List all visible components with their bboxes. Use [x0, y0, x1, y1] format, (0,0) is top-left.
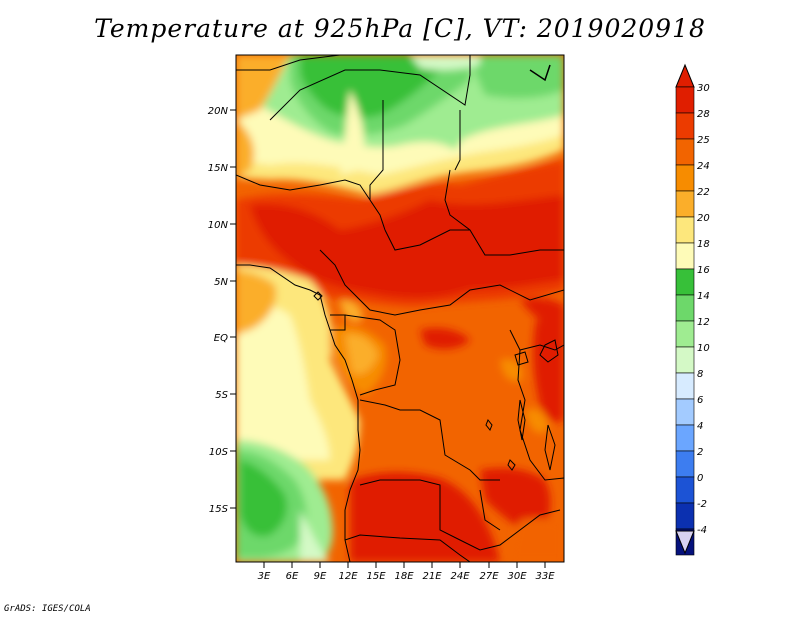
legend-swatch [675, 242, 695, 270]
lon-label: 18E [394, 571, 414, 582]
legend-label: 0 [697, 473, 703, 484]
temperature-field [236, 55, 564, 562]
legend-swatch [675, 502, 695, 530]
legend-under-triangle [675, 530, 695, 555]
legend-label: 18 [697, 239, 710, 250]
legend-label: 8 [697, 369, 703, 380]
lon-label: 9E [314, 571, 327, 582]
color-legend: 30 28 25 24 22 20 18 16 14 12 10 8 6 4 2… [675, 63, 710, 556]
legend-swatch [675, 424, 695, 452]
lon-label: 33E [535, 571, 555, 582]
legend-label: 16 [697, 265, 710, 276]
legend-swatch [675, 450, 695, 478]
legend-swatch [675, 86, 695, 114]
legend-label: 24 [697, 161, 710, 172]
legend-label: 25 [697, 135, 710, 146]
lon-label: 30E [507, 571, 527, 582]
country-borders [236, 55, 564, 562]
lat-label: 5S [215, 390, 228, 401]
legend-swatch [675, 112, 695, 140]
legend-swatch [675, 346, 695, 374]
coastline [236, 264, 361, 562]
legend-swatch [675, 268, 695, 296]
legend-over-triangle [675, 63, 695, 88]
lon-label: 21E [422, 571, 442, 582]
lon-label: 15E [366, 571, 386, 582]
legend-label: 28 [697, 109, 710, 120]
legend-swatch [675, 216, 695, 244]
legend-label: 30 [697, 83, 710, 94]
lakes [313, 291, 559, 471]
legend-label: 10 [697, 343, 710, 354]
legend-swatch [675, 372, 695, 400]
legend-swatch [675, 294, 695, 322]
lat-label: EQ [214, 333, 228, 344]
legend-label: 6 [697, 395, 703, 406]
lon-label: 3E [258, 571, 271, 582]
lat-label: 10S [209, 447, 229, 458]
legend-label: -4 [697, 525, 707, 536]
legend-label: 4 [697, 421, 703, 432]
legend-swatch [675, 398, 695, 426]
legend-label: -2 [697, 499, 707, 510]
legend-label: 12 [697, 317, 710, 328]
lat-label: 20N [208, 106, 229, 117]
legend-label: 20 [697, 213, 710, 224]
longitude-axis: 3E 6E 9E 12E 15E 18E 21E 24E 27E 30E 33E [258, 562, 555, 582]
lat-label: 10N [208, 220, 229, 231]
legend-label: 2 [697, 447, 703, 458]
lon-label: 12E [338, 571, 358, 582]
legend-swatch [675, 190, 695, 218]
legend-swatch [675, 320, 695, 348]
map-frame [235, 54, 565, 563]
legend-swatch [675, 138, 695, 166]
lon-label: 6E [286, 571, 299, 582]
lat-label: 15S [209, 504, 229, 515]
legend-swatch [675, 164, 695, 192]
map-title: Temperature at 925hPa [C], VT: 201902091… [94, 14, 706, 43]
lon-label: 24E [450, 571, 470, 582]
legend-label: 14 [697, 291, 710, 302]
lat-label: 15N [208, 163, 229, 174]
latitude-axis: 20N 15N 10N 5N EQ 5S 10S 15S [208, 106, 236, 515]
credit-text: GrADS: IGES/COLA [4, 604, 91, 614]
lat-label: 5N [214, 277, 228, 288]
legend-swatch [675, 476, 695, 504]
lon-label: 27E [479, 571, 499, 582]
legend-label: 22 [697, 187, 710, 198]
red-sea-coast [529, 64, 551, 82]
